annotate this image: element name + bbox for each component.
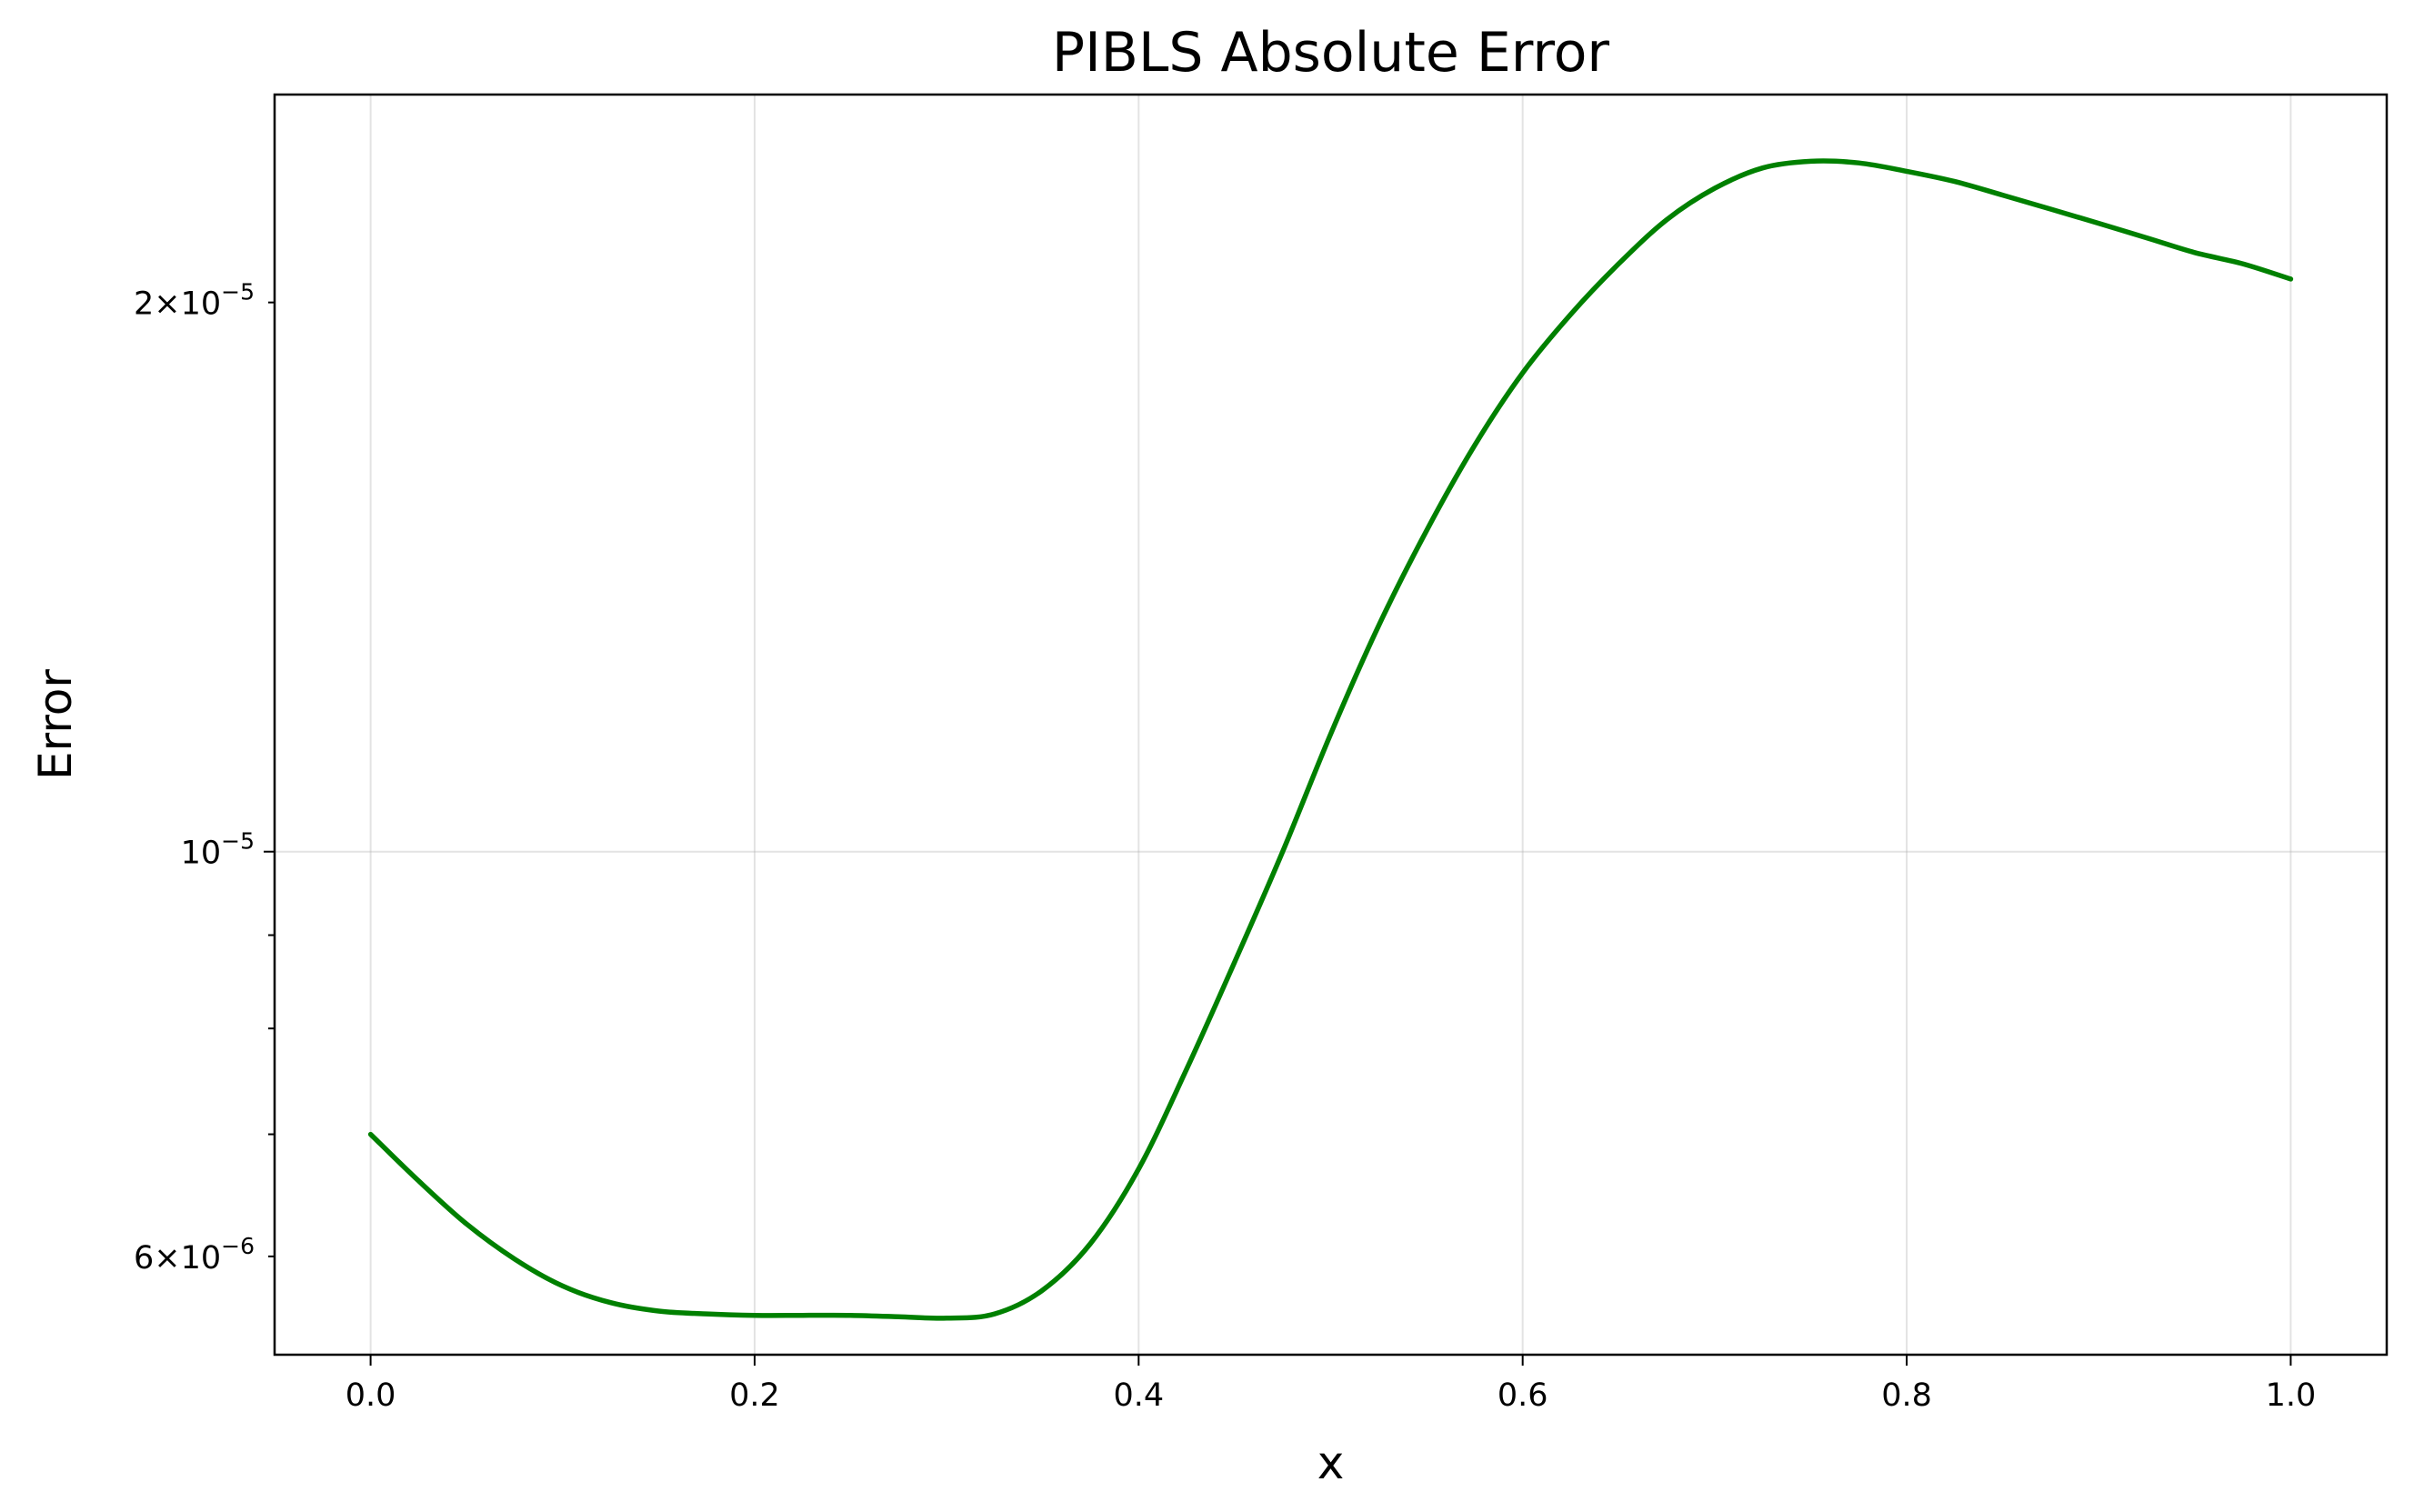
y-tick-exponent: −6 [221, 1233, 255, 1259]
plot-series [367, 158, 2294, 1321]
series-line [367, 158, 2294, 1321]
x-tick-label: 1.0 [2266, 1377, 2317, 1414]
y-tick-exponent: −5 [221, 828, 255, 855]
y-tick-label: 2×10−5 [134, 279, 255, 323]
y-tick-base: 10 [181, 1240, 222, 1277]
y-axis-ticks: 10−56×10−62×10−5 [134, 279, 275, 1277]
grid [275, 95, 2387, 1355]
y-tick-base: 10 [181, 836, 222, 872]
y-tick-base: 10 [181, 286, 222, 323]
x-axis-ticks: 0.0 0.2 0.4 0.6 0.8 1.0 [346, 1355, 2316, 1414]
y-tick-times-sign: × [154, 286, 180, 323]
y-tick-label: 6×10−6 [134, 1233, 255, 1277]
plot-frame [273, 93, 2389, 1357]
x-tick-label: 0.4 [1113, 1377, 1164, 1414]
y-tick-mantissa: 2 [134, 286, 154, 323]
y-tick-times-sign: × [154, 1240, 180, 1277]
chart-title: PIBLS Absolute Error [1052, 21, 1610, 85]
x-axis-label: x [1317, 1437, 1345, 1489]
x-tick-label: 0.6 [1497, 1377, 1548, 1414]
y-axis-label: Error [29, 669, 82, 780]
x-tick-label: 0.2 [729, 1377, 780, 1414]
y-tick-label: 10−5 [181, 828, 255, 872]
y-tick-mantissa: 6 [134, 1240, 154, 1277]
x-tick-label: 0.8 [1881, 1377, 1932, 1414]
y-tick-exponent: −5 [221, 279, 255, 305]
x-tick-label: 0.0 [346, 1377, 396, 1414]
